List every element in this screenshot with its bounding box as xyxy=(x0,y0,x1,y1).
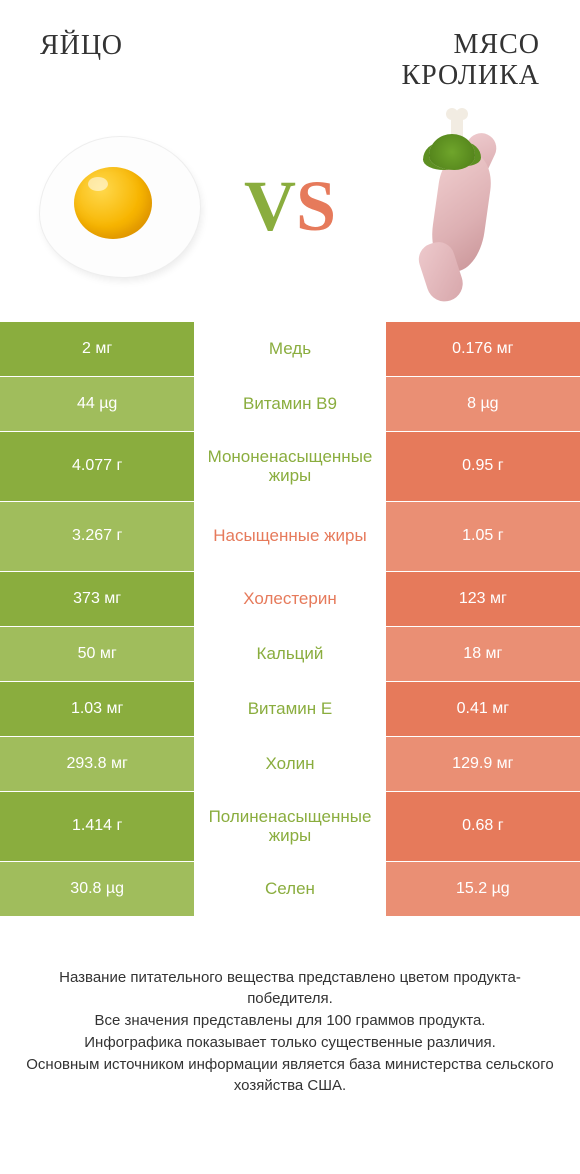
footer: Название питательного вещества представл… xyxy=(0,917,580,1118)
nutrient-row: 3.267 гНасыщенные жиры1.05 г xyxy=(0,502,580,572)
value-right: 8 µg xyxy=(386,377,580,431)
nutrient-label: Холин xyxy=(194,737,385,791)
nutrient-label: Витамин B9 xyxy=(194,377,385,431)
nutrient-row: 30.8 µgСелен15.2 µg xyxy=(0,862,580,917)
nutrient-row: 44 µgВитамин B98 µg xyxy=(0,377,580,432)
value-right: 0.176 мг xyxy=(386,322,580,376)
value-left: 44 µg xyxy=(0,377,194,431)
footer-line: Инфографика показывает только существенн… xyxy=(20,1032,560,1054)
rabbit-meat-image xyxy=(370,117,550,297)
value-left: 373 мг xyxy=(0,572,194,626)
nutrient-row: 1.03 мгВитамин E0.41 мг xyxy=(0,682,580,737)
value-right: 0.95 г xyxy=(386,432,580,501)
value-right: 123 мг xyxy=(386,572,580,626)
nutrient-table: 2 мгМедь0.176 мг44 µgВитамин B98 µg4.077… xyxy=(0,322,580,917)
value-right: 0.41 мг xyxy=(386,682,580,736)
value-left: 4.077 г xyxy=(0,432,194,501)
value-left: 3.267 г xyxy=(0,502,194,571)
nutrient-label: Полиненасыщенные жиры xyxy=(194,792,385,861)
value-left: 293.8 мг xyxy=(0,737,194,791)
value-right: 0.68 г xyxy=(386,792,580,861)
value-left: 2 мг xyxy=(0,322,194,376)
value-left: 1.03 мг xyxy=(0,682,194,736)
value-right: 18 мг xyxy=(386,627,580,681)
nutrient-label: Насыщенные жиры xyxy=(194,502,385,571)
footer-line: Название питательного вещества представл… xyxy=(20,967,560,1011)
nutrient-row: 2 мгМедь0.176 мг xyxy=(0,322,580,377)
nutrient-label: Медь xyxy=(194,322,385,376)
vs-label: VS xyxy=(244,165,336,248)
nutrient-row: 50 мгКальций18 мг xyxy=(0,627,580,682)
value-left: 50 мг xyxy=(0,627,194,681)
nutrient-row: 4.077 гМононенасыщенные жиры0.95 г xyxy=(0,432,580,502)
nutrient-label: Кальций xyxy=(194,627,385,681)
footer-line: Основным источником информации является … xyxy=(20,1054,560,1098)
nutrient-label: Витамин E xyxy=(194,682,385,736)
title-left: ЯЙЦО xyxy=(40,30,123,62)
value-right: 129.9 мг xyxy=(386,737,580,791)
nutrient-label: Холестерин xyxy=(194,572,385,626)
image-row: VS xyxy=(0,102,580,322)
fried-egg-icon xyxy=(40,137,200,277)
nutrient-label: Мононенасыщенные жиры xyxy=(194,432,385,501)
vs-s: S xyxy=(296,166,336,246)
vs-v: V xyxy=(244,166,296,246)
value-left: 1.414 г xyxy=(0,792,194,861)
rabbit-meat-icon xyxy=(405,112,515,302)
value-right: 15.2 µg xyxy=(386,862,580,916)
nutrient-label: Селен xyxy=(194,862,385,916)
nutrient-row: 293.8 мгХолин129.9 мг xyxy=(0,737,580,792)
egg-image xyxy=(30,117,210,297)
header: ЯЙЦО МЯСО КРОЛИКА xyxy=(0,0,580,102)
title-right: МЯСО КРОЛИКА xyxy=(401,30,540,92)
value-right: 1.05 г xyxy=(386,502,580,571)
footer-line: Все значения представлены для 100 граммо… xyxy=(20,1010,560,1032)
nutrient-row: 373 мгХолестерин123 мг xyxy=(0,572,580,627)
nutrient-row: 1.414 гПолиненасыщенные жиры0.68 г xyxy=(0,792,580,862)
value-left: 30.8 µg xyxy=(0,862,194,916)
